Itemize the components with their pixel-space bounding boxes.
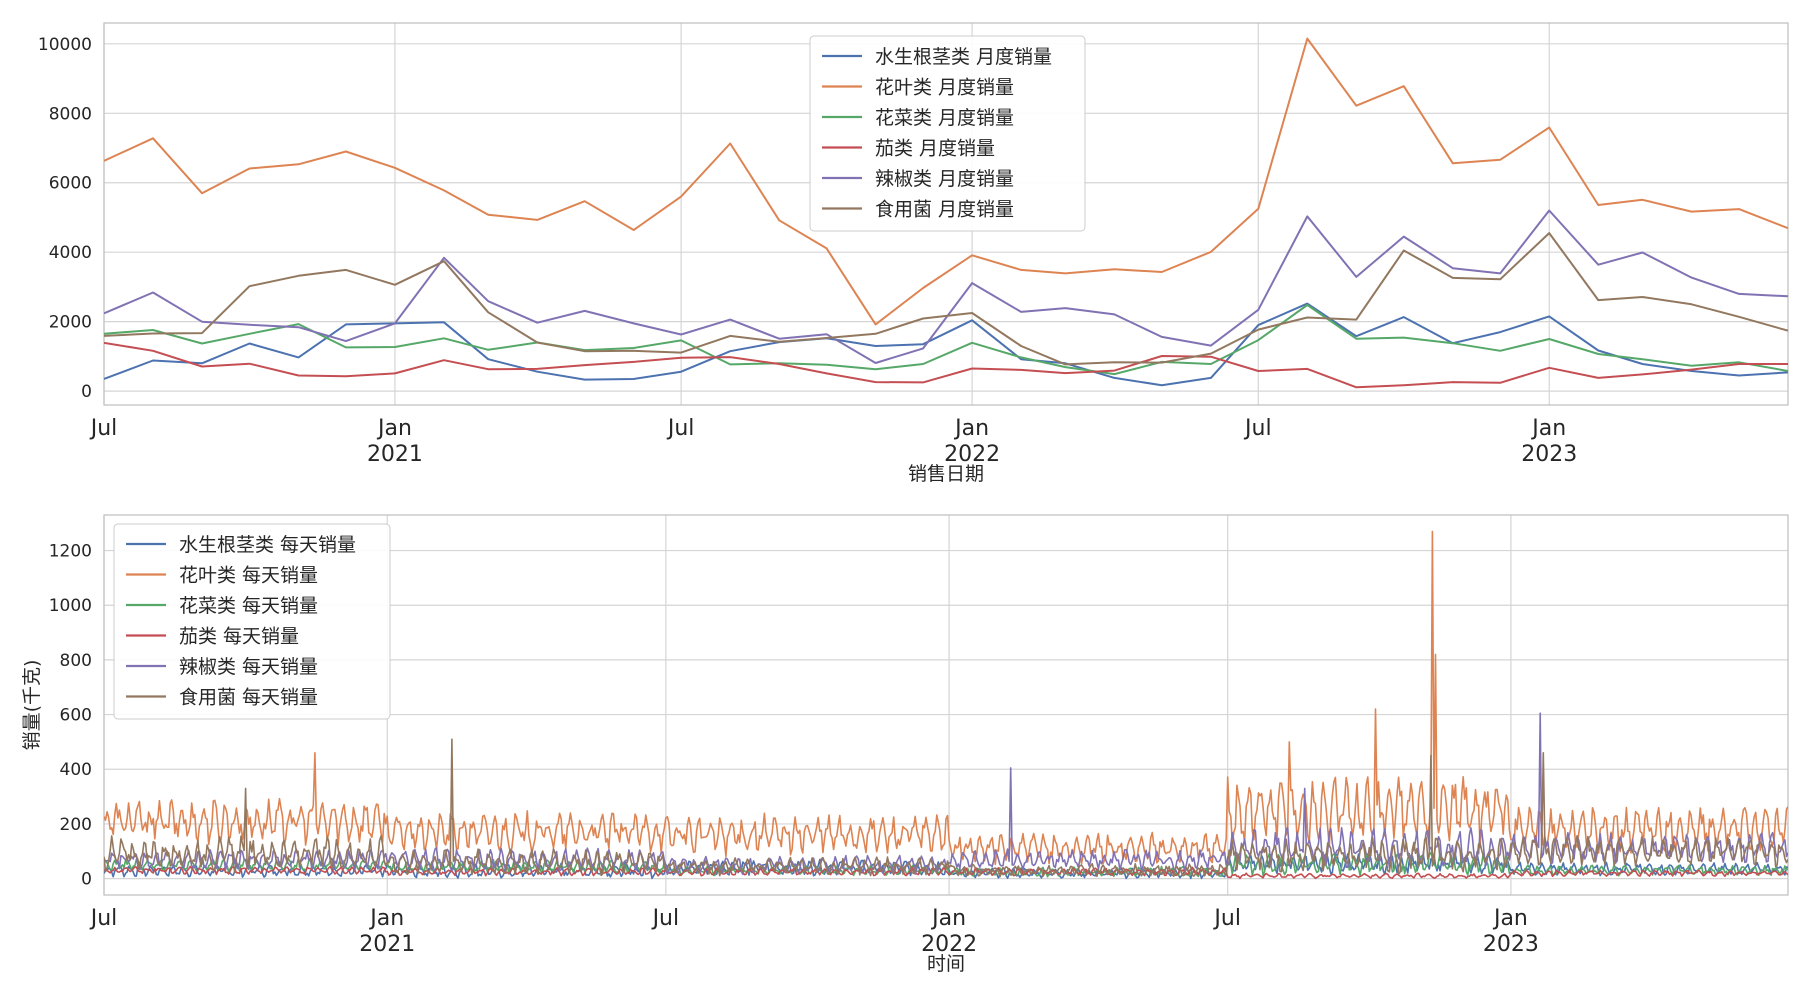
- x-tick-month-label: Jan: [368, 906, 404, 931]
- legend-label-2: 花菜类 月度销量: [875, 107, 1014, 129]
- plot-frame: [103, 514, 1789, 896]
- x-tick-year-label: 2023: [1521, 442, 1577, 467]
- legend-label-5: 食用菌 月度销量: [875, 199, 1014, 221]
- series-line-0: [104, 302, 1788, 387]
- y-tick-label: 6000: [49, 174, 92, 194]
- series-line-4: [104, 209, 1788, 364]
- legend-label-1: 花叶类 月度销量: [875, 77, 1014, 99]
- plot-frame: [103, 22, 1789, 406]
- x-tick-month-label: Jan: [1492, 906, 1528, 931]
- legend-label-3: 茄类 每天销量: [179, 626, 299, 648]
- x-tick-month-label: Jul: [1212, 906, 1241, 931]
- series-layer: [104, 37, 1788, 389]
- y-axis-title: 销量(千克): [21, 660, 43, 751]
- x-tick-month-label: Jul: [1243, 416, 1272, 441]
- x-tick-year-label: 2021: [367, 442, 423, 467]
- x-tick-month-label: Jul: [89, 416, 118, 441]
- y-tick-label: 0: [81, 382, 92, 402]
- series-line-4: [104, 712, 1788, 876]
- series-line-3: [104, 865, 1788, 880]
- legend-label-4: 辣椒类 月度销量: [875, 168, 1014, 190]
- y-tick-label: 800: [60, 651, 92, 671]
- x-tick-month-label: Jul: [666, 416, 695, 441]
- series-line-1: [104, 530, 1788, 866]
- y-tick-label: 1200: [49, 542, 92, 562]
- y-tick-label: 1000: [49, 596, 92, 616]
- legend-label-0: 水生根茎类 每天销量: [179, 534, 356, 556]
- series-line-2: [104, 304, 1788, 376]
- x-tick-year-label: 2023: [1483, 932, 1539, 957]
- series-line-1: [104, 37, 1788, 326]
- y-tick-label: 400: [60, 760, 92, 780]
- x-tick-month-label: Jan: [953, 416, 989, 441]
- series-line-5: [104, 738, 1788, 878]
- x-tick-month-label: Jul: [651, 906, 680, 931]
- legend-frame: [113, 523, 391, 720]
- series-layer: [104, 530, 1788, 880]
- y-tick-label: 600: [60, 706, 92, 726]
- x-tick-year-label: 2021: [359, 932, 415, 957]
- legend-label-4: 辣椒类 每天销量: [179, 656, 318, 678]
- x-tick-year-label: 2022: [944, 442, 1000, 467]
- series-line-3: [104, 341, 1788, 389]
- x-axis-title: 时间: [927, 953, 965, 975]
- legend-label-1: 花叶类 每天销量: [179, 565, 318, 587]
- legend-frame: [809, 35, 1086, 232]
- x-tick-month-label: Jul: [89, 906, 118, 931]
- legend-label-5: 食用菌 每天销量: [179, 687, 318, 709]
- x-axis-title: 销售日期: [908, 463, 984, 485]
- series-line-5: [104, 232, 1788, 366]
- x-tick-year-label: 2022: [921, 932, 977, 957]
- y-tick-label: 10000: [38, 35, 92, 55]
- legend-label-2: 花菜类 每天销量: [179, 595, 318, 617]
- x-tick-month-label: Jan: [930, 906, 966, 931]
- y-tick-label: 4000: [49, 243, 92, 263]
- y-tick-label: 200: [60, 815, 92, 835]
- y-tick-label: 8000: [49, 104, 92, 124]
- y-tick-label: 2000: [49, 313, 92, 333]
- legend-label-0: 水生根茎类 月度销量: [875, 46, 1052, 68]
- legend-label-3: 茄类 月度销量: [875, 138, 995, 160]
- x-tick-month-label: Jan: [376, 416, 412, 441]
- x-tick-month-label: Jan: [1530, 416, 1566, 441]
- y-tick-label: 0: [81, 870, 92, 890]
